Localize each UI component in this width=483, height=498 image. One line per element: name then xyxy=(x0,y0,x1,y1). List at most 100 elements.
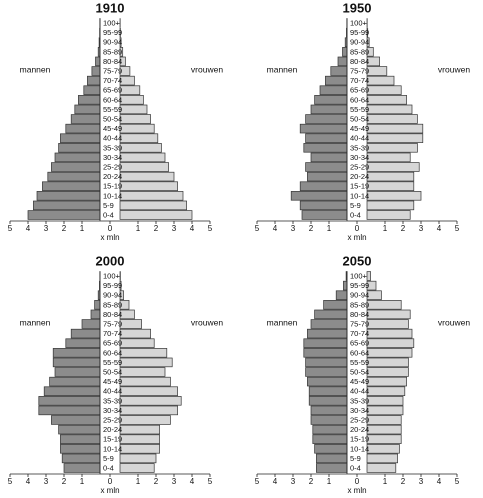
bar xyxy=(91,66,101,76)
bar xyxy=(60,434,101,444)
bar xyxy=(366,66,388,76)
bar xyxy=(305,114,348,124)
category-label: 45-49 xyxy=(350,377,369,386)
category-label: 55-59 xyxy=(350,105,369,114)
bar xyxy=(303,143,348,153)
bar xyxy=(301,210,348,220)
legend-label: mannen xyxy=(20,317,51,327)
bar xyxy=(366,386,406,396)
bar xyxy=(366,338,415,348)
bar xyxy=(94,300,101,310)
category-label: 40-44 xyxy=(103,134,122,143)
category-label: 15-19 xyxy=(103,435,122,444)
category-label: 20-24 xyxy=(350,172,369,181)
bar xyxy=(119,463,155,473)
category-label: 85-89 xyxy=(103,47,122,56)
bar xyxy=(366,114,418,124)
category-label: 45-49 xyxy=(350,124,369,133)
bar xyxy=(119,280,122,291)
bar xyxy=(42,181,101,191)
bar xyxy=(299,181,348,191)
x-tick-label: 5 xyxy=(208,224,213,233)
bar xyxy=(312,424,348,435)
category-label: 70-74 xyxy=(350,329,369,338)
bar xyxy=(49,376,101,387)
category-label: 70-74 xyxy=(103,76,122,85)
bar xyxy=(366,162,420,172)
x-tick-label: 3 xyxy=(44,224,49,233)
category-label: 20-24 xyxy=(103,172,122,181)
bar xyxy=(335,290,348,300)
x-tick-label: 1 xyxy=(383,224,388,233)
category-label: 100+ xyxy=(350,271,368,280)
category-label: 75-79 xyxy=(350,66,369,75)
category-label: 60-64 xyxy=(350,95,369,104)
x-axis-label: x mln xyxy=(100,486,119,495)
bar xyxy=(366,424,402,435)
x-tick-label: 5 xyxy=(255,477,260,486)
bar xyxy=(65,123,101,134)
category-label: 75-79 xyxy=(103,319,122,328)
category-label: 55-59 xyxy=(350,358,369,367)
category-label: 30-34 xyxy=(350,153,369,162)
bar xyxy=(366,171,415,182)
bar xyxy=(305,357,348,368)
category-label: 20-24 xyxy=(103,425,122,434)
bar xyxy=(312,434,348,444)
bar xyxy=(290,191,348,201)
category-label: 100+ xyxy=(103,271,121,280)
category-label: 95-99 xyxy=(350,281,369,290)
category-label: 55-59 xyxy=(103,358,122,367)
category-label: 10-14 xyxy=(103,444,122,453)
bar xyxy=(366,191,422,201)
bar xyxy=(74,104,101,115)
legend-label: mannen xyxy=(267,317,298,327)
category-label: 15-19 xyxy=(103,182,122,191)
bar xyxy=(119,133,159,143)
category-label: 75-79 xyxy=(103,66,122,75)
category-label: 40-44 xyxy=(350,387,369,396)
bar xyxy=(307,328,348,339)
category-label: 90-94 xyxy=(103,291,122,300)
bar xyxy=(119,75,135,86)
x-tick-label: 2 xyxy=(62,224,67,233)
bar xyxy=(119,453,157,464)
bar xyxy=(87,75,101,86)
bar xyxy=(342,47,348,57)
bar xyxy=(319,85,348,95)
x-tick-label: 2 xyxy=(154,224,159,233)
bar xyxy=(366,290,382,300)
category-label: 25-29 xyxy=(103,162,122,171)
bar xyxy=(81,319,101,329)
x-tick-label: 1 xyxy=(80,477,85,486)
category-label: 50-54 xyxy=(103,367,122,376)
bar xyxy=(314,444,348,454)
x-tick-label: 2 xyxy=(62,477,67,486)
legend-label: vrouwen xyxy=(191,317,223,327)
bar xyxy=(95,56,101,67)
bar xyxy=(366,95,407,105)
bar xyxy=(119,319,142,329)
bar xyxy=(38,405,101,416)
bar xyxy=(305,367,348,377)
bar xyxy=(366,37,370,47)
category-label: 0-4 xyxy=(103,210,114,219)
bar xyxy=(310,104,348,115)
x-tick-label: 5 xyxy=(455,224,460,233)
x-tick-label: 0 xyxy=(108,224,113,233)
x-tick-label: 4 xyxy=(26,224,31,233)
category-label: 45-49 xyxy=(103,377,122,386)
chart-title: 2050 xyxy=(343,253,372,268)
bar xyxy=(119,152,166,163)
x-tick-label: 1 xyxy=(327,477,332,486)
bar xyxy=(310,405,348,416)
bar xyxy=(119,95,144,105)
category-label: 80-84 xyxy=(350,57,369,66)
bar xyxy=(366,405,404,416)
bar xyxy=(366,181,415,191)
bar xyxy=(310,415,348,425)
category-label: 50-54 xyxy=(103,114,122,123)
bar xyxy=(36,191,101,201)
category-label: 85-89 xyxy=(350,47,369,56)
